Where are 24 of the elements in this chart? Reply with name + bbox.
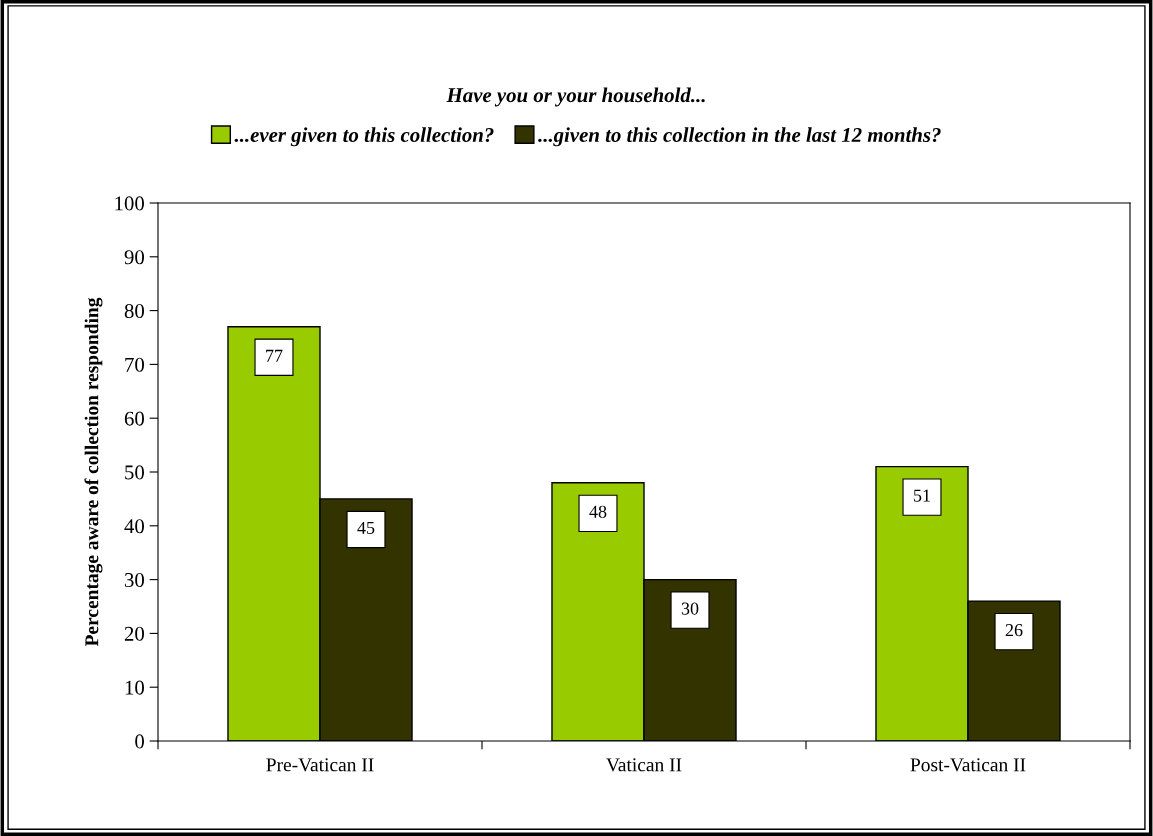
y-tick-label: 20 (124, 626, 145, 641)
y-tick-label: 10 (125, 680, 145, 695)
data-label: 30 (681, 602, 699, 615)
y-tick-label: 60 (124, 411, 145, 426)
data-label: 48 (589, 505, 607, 518)
data-label: 45 (357, 521, 375, 534)
y-axis-title: Percentage aware of collection responding (84, 297, 103, 647)
y-tick-label: 70 (125, 357, 145, 372)
y-tick-label: 40 (124, 519, 145, 534)
x-tick-label: Vatican II (606, 758, 682, 772)
x-tick-label: Post-Vatican II (910, 758, 1026, 772)
data-label: 26 (1005, 624, 1023, 637)
y-tick-label: 90 (124, 250, 145, 265)
y-tick-label: 50 (125, 465, 145, 480)
data-label: 51 (914, 489, 930, 502)
legend-label: ...ever given to this collection? (234, 127, 494, 147)
y-tick-label: 100 (115, 196, 145, 211)
chart-title: Have you or your household... (446, 87, 705, 107)
y-tick-label: 0 (135, 734, 145, 749)
x-tick-label: Pre-Vatican II (266, 758, 374, 772)
data-label: 77 (266, 349, 283, 362)
y-tick-label: 80 (124, 303, 145, 319)
legend-label: ...given to this collection in the last 12 months? (538, 127, 941, 147)
y-tick-label: 30 (124, 572, 145, 588)
